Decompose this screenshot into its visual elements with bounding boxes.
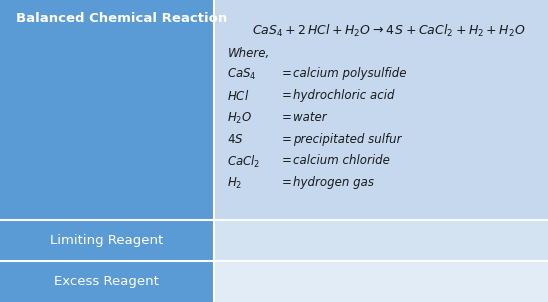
Text: $CaS_4 + 2\,HCl + H_2O \rightarrow 4\,S + CaCl_2 + H_2 + H_2O$: $CaS_4 + 2\,HCl + H_2O \rightarrow 4\,S … [253,23,526,39]
Bar [0,261,214,302]
Text: hydrochloric acid: hydrochloric acid [293,89,395,102]
Bar [0,0,214,220]
Text: =: = [282,133,292,146]
Text: calcium polysulfide: calcium polysulfide [293,67,407,80]
Text: Balanced Chemical Reaction: Balanced Chemical Reaction [16,12,227,25]
Bar [214,261,548,302]
Bar [0,220,214,261]
Text: $HCl$: $HCl$ [227,89,250,103]
Text: $H_2$: $H_2$ [227,176,243,191]
Text: precipitated sulfur: precipitated sulfur [293,133,402,146]
Text: hydrogen gas: hydrogen gas [293,176,374,189]
Text: =: = [282,176,292,189]
Text: $CaS_4$: $CaS_4$ [227,67,257,82]
Text: Limiting Reagent: Limiting Reagent [50,234,163,247]
Text: =: = [282,89,292,102]
Text: water: water [293,111,327,124]
Text: Where,: Where, [227,47,270,60]
Text: $CaCl_2$: $CaCl_2$ [227,154,261,170]
Text: calcium chloride: calcium chloride [293,154,390,167]
Text: Excess Reagent: Excess Reagent [54,275,159,288]
Bar [214,220,548,261]
Text: =: = [282,67,292,80]
Text: =: = [282,154,292,167]
Bar [214,0,548,220]
Text: =: = [282,111,292,124]
Text: $4S$: $4S$ [227,133,244,146]
Text: $H_2O$: $H_2O$ [227,111,253,126]
